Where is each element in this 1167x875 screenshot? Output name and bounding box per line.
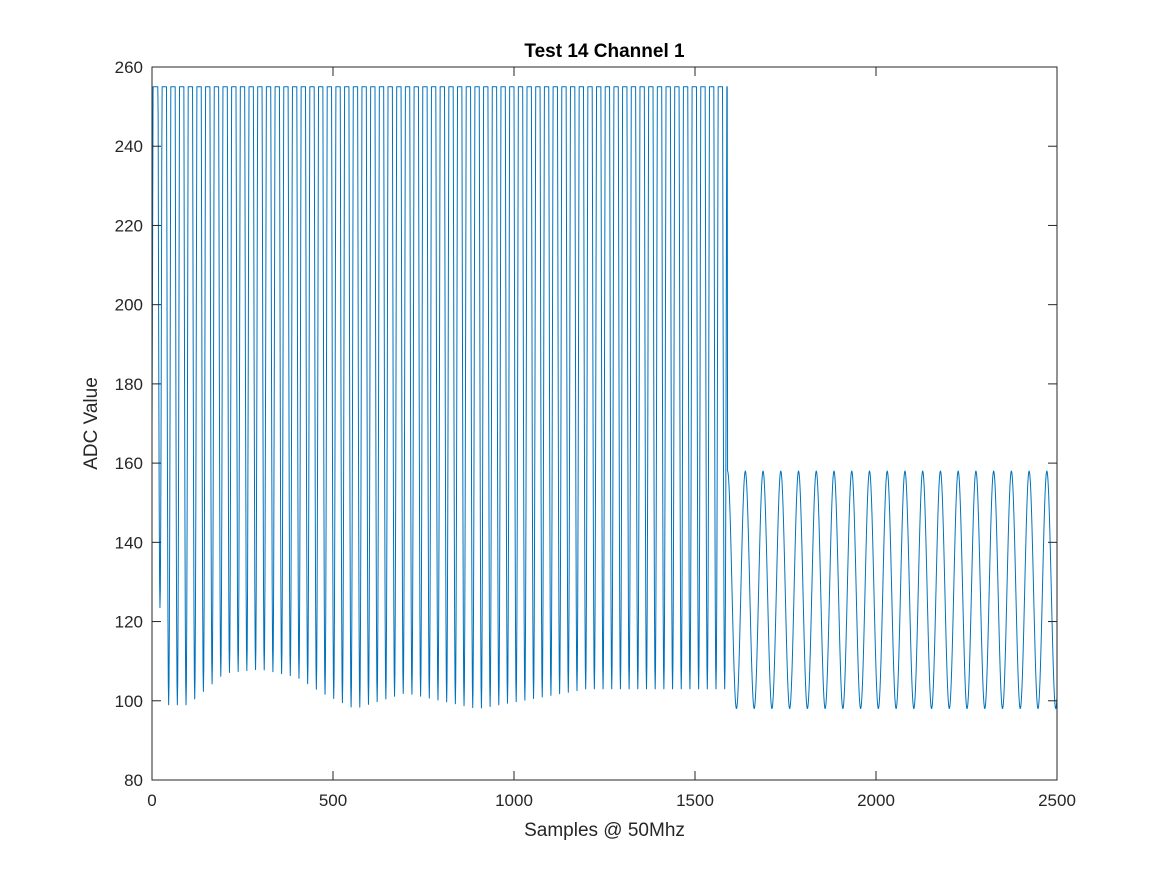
x-tick-label: 2000 bbox=[857, 791, 895, 810]
adc-signal-line bbox=[151, 86, 1058, 709]
y-tick-label: 80 bbox=[124, 771, 143, 790]
y-tick-label: 120 bbox=[115, 613, 143, 632]
axes-box bbox=[151, 66, 1058, 781]
x-tick-label: 0 bbox=[147, 791, 156, 810]
tick-layer: 0 500 1000 1500 2000 2500 80 100 120 140 160 180 200… bbox=[115, 58, 1076, 810]
x-tick-label: 2500 bbox=[1038, 791, 1076, 810]
y-tick-label: 160 bbox=[115, 454, 143, 473]
y-axis-label: ADC Value bbox=[81, 377, 102, 470]
y-tick-label: 220 bbox=[115, 216, 143, 235]
y-tick-label: 200 bbox=[115, 296, 143, 315]
x-tick-label: 1500 bbox=[676, 791, 714, 810]
data-layer bbox=[151, 86, 1058, 709]
y-tick-label: 240 bbox=[115, 137, 143, 156]
y-tick-label: 180 bbox=[115, 375, 143, 394]
chart-title: Test 14 Channel 1 bbox=[524, 41, 685, 62]
y-tick-label: 140 bbox=[115, 533, 143, 552]
x-axis-label: Samples @ 50Mhz bbox=[524, 820, 685, 841]
y-tick-label: 100 bbox=[115, 692, 143, 711]
x-tick-label: 1000 bbox=[495, 791, 533, 810]
x-tick-label: 500 bbox=[319, 791, 347, 810]
y-tick-label: 260 bbox=[115, 58, 143, 77]
